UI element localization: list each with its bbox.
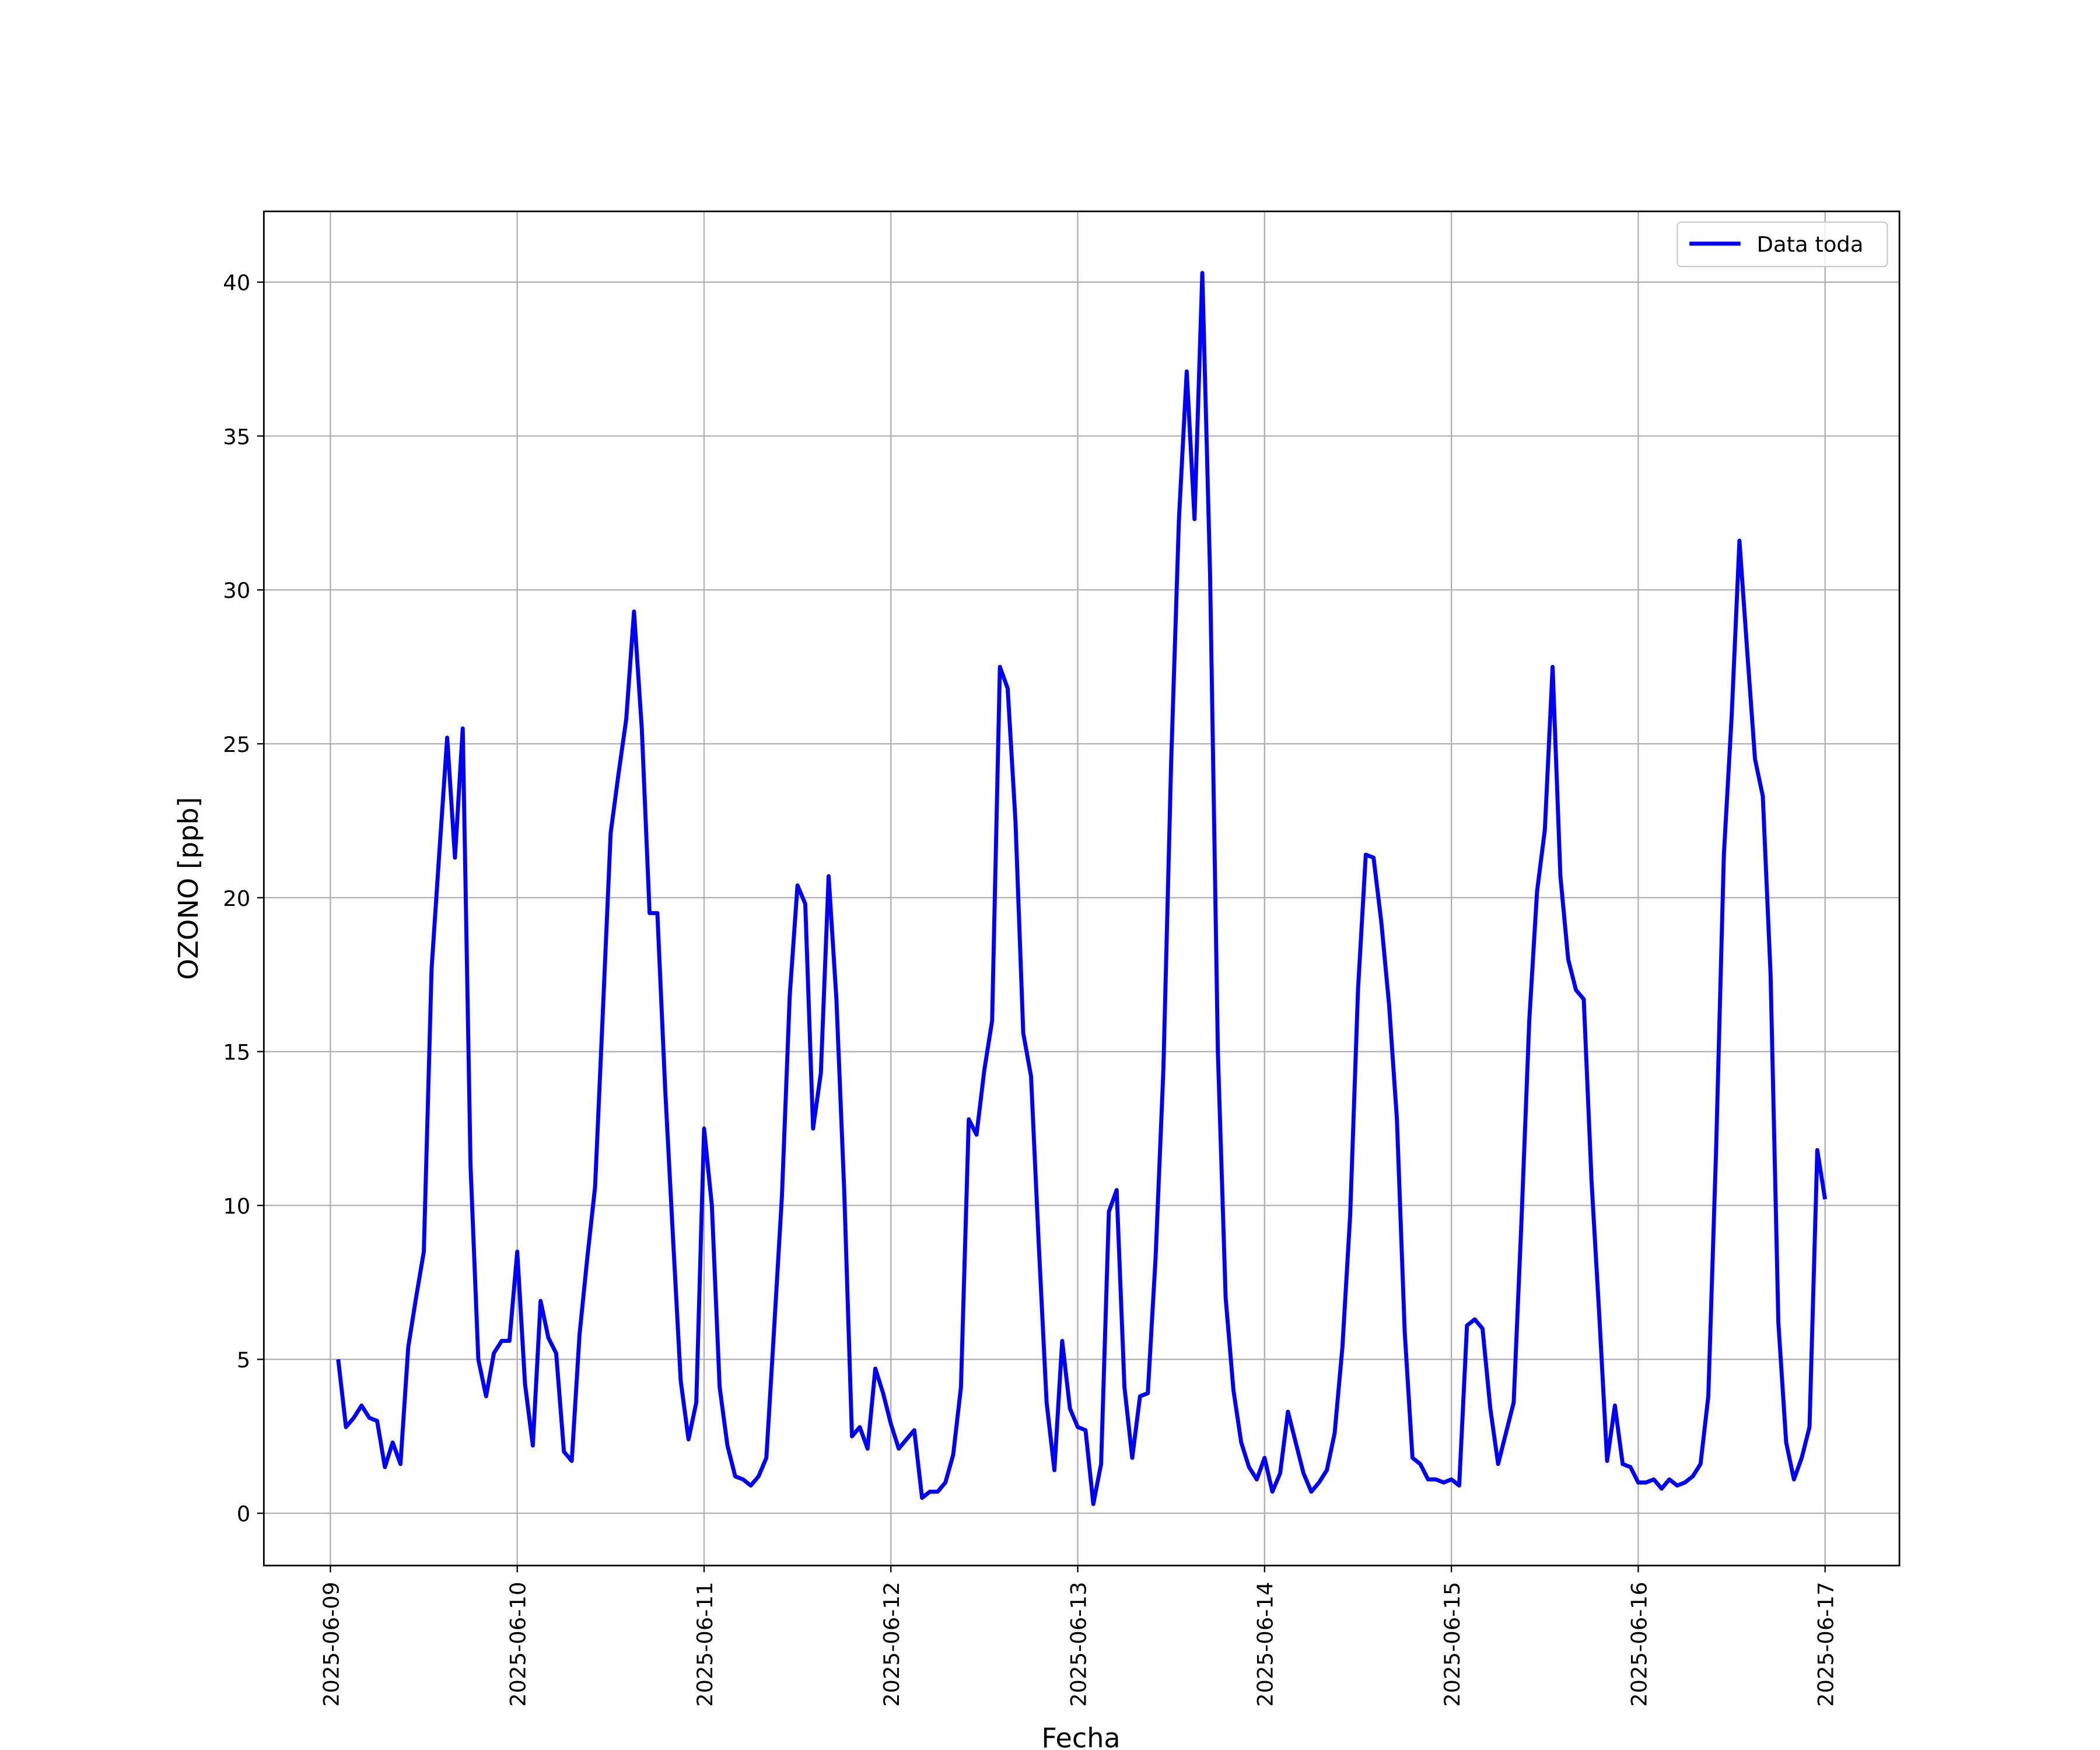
y-tick-label: 30 [223, 578, 250, 603]
x-tick-label: 2025-06-13 [1066, 1582, 1091, 1707]
axes-frame [262, 210, 1901, 1567]
x-tick-label: 2025-06-15 [1440, 1582, 1465, 1707]
y-axis-label: OZONO [ppb] [173, 797, 204, 980]
y-tick-label: 25 [223, 732, 250, 757]
x-tick-label: 2025-06-16 [1626, 1582, 1651, 1707]
x-tick-label: 2025-06-14 [1253, 1582, 1278, 1707]
legend: Data toda [1676, 221, 1888, 268]
y-tick-label: 10 [223, 1194, 250, 1219]
x-tick-label: 2025-06-12 [879, 1582, 904, 1707]
grid [264, 211, 1900, 1566]
legend-box [1676, 221, 1888, 268]
data-line [336, 271, 1828, 1506]
y-tick-label: 15 [223, 1040, 250, 1065]
y-tick-label: 35 [223, 424, 250, 449]
x-axis-label: Fecha [1041, 1722, 1120, 1750]
legend-label: Data toda [1757, 232, 1864, 257]
plot-area [336, 271, 1828, 1506]
y-tick-label: 20 [223, 886, 250, 911]
x-tick-label: 2025-06-11 [692, 1582, 718, 1707]
y-tick-label: 5 [237, 1348, 250, 1373]
y-tick-label: 40 [223, 271, 250, 296]
y-tick-label: 0 [237, 1502, 250, 1527]
x-tick-label: 2025-06-17 [1814, 1582, 1839, 1707]
x-tick-label: 2025-06-10 [506, 1582, 531, 1707]
x-tick-label: 2025-06-09 [318, 1582, 344, 1707]
